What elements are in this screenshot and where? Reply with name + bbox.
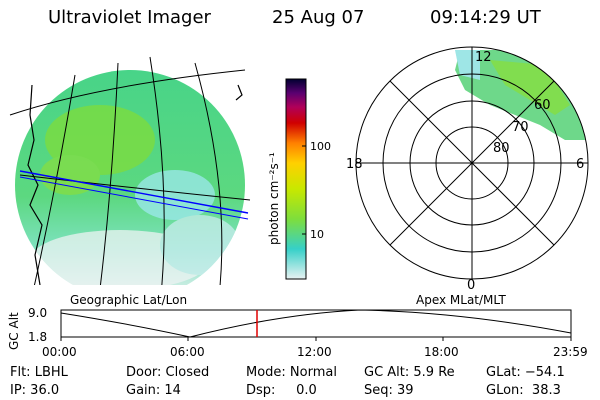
glat-status: GLat: −54.1 bbox=[486, 365, 565, 380]
mlat-label-60: 60 bbox=[534, 98, 551, 113]
time-tick-label: 12:00 bbox=[297, 345, 332, 359]
altitude-plot-frame bbox=[60, 309, 572, 338]
altitude-curve bbox=[60, 309, 572, 338]
colorbar-scale bbox=[285, 78, 307, 280]
time-tick-label: 00:00 bbox=[42, 345, 77, 359]
ip-status: IP: 36.0 bbox=[10, 383, 60, 398]
dsp-status: Dsp: 0.0 bbox=[246, 383, 317, 398]
gc-alt-status: GC Alt: 5.9 Re bbox=[364, 365, 455, 380]
track-line bbox=[19, 176, 249, 220]
mlat-label-70: 70 bbox=[512, 120, 529, 135]
intensity-colorbar: 100 10 photon cm⁻²s⁻¹ bbox=[267, 78, 331, 280]
time-tick-label: 06:00 bbox=[170, 345, 205, 359]
altitude-tick-label: 9.0 bbox=[28, 306, 47, 320]
magnetic-polar-plot: 12 6 0 18 80 70 60 bbox=[346, 46, 589, 293]
altitude-tick-label: 1.8 bbox=[28, 330, 47, 344]
parallel-line bbox=[19, 174, 251, 201]
mlt-label-6: 6 bbox=[576, 157, 584, 172]
image-time: 09:14:29 UT bbox=[430, 7, 541, 28]
track-line bbox=[19, 170, 249, 214]
door-status: Door: Closed bbox=[126, 365, 210, 380]
colorbar-tick-label: 100 bbox=[310, 140, 331, 153]
seq-status: Seq: 39 bbox=[364, 383, 414, 398]
instrument-title: Ultraviolet Imager bbox=[48, 7, 211, 28]
meridian-line bbox=[99, 62, 119, 285]
altitude-axis-label: GC Alt bbox=[7, 312, 21, 350]
glon-status: GLon: 38.3 bbox=[486, 383, 561, 398]
parallel-line bbox=[9, 69, 246, 116]
auroral-image-region bbox=[455, 50, 585, 140]
mlt-axis bbox=[389, 80, 555, 246]
colorbar-tick-label: 10 bbox=[310, 228, 324, 241]
mlt-label-12: 12 bbox=[475, 50, 492, 65]
mode-status: Mode: Normal bbox=[246, 365, 337, 380]
mlt-label-18: 18 bbox=[346, 157, 363, 172]
meridian-line bbox=[194, 62, 223, 285]
time-tick-label: 18:00 bbox=[424, 345, 459, 359]
mlat-label-80: 80 bbox=[493, 141, 510, 156]
gain-status: Gain: 14 bbox=[126, 383, 181, 398]
mlt-label-0: 0 bbox=[467, 278, 475, 293]
filter-status: Flt: LBHL bbox=[10, 365, 68, 380]
altitude-strip: GC Alt 9.0 1.8 00:00 06:00 12:00 18:00 2… bbox=[7, 306, 588, 359]
time-tick-label: 23:59 bbox=[553, 345, 588, 359]
colorbar-unit-label: photon cm⁻²s⁻¹ bbox=[267, 152, 281, 245]
geographic-panel-label: Geographic Lat/Lon bbox=[70, 293, 188, 307]
meridian-line bbox=[33, 74, 76, 285]
geographic-image-panel bbox=[9, 56, 251, 285]
coastline bbox=[27, 84, 43, 285]
magnetic-panel-label: Apex MLat/MLT bbox=[416, 293, 506, 307]
coastline bbox=[235, 84, 243, 101]
image-date: 25 Aug 07 bbox=[272, 7, 365, 28]
meridian-line bbox=[149, 56, 165, 285]
